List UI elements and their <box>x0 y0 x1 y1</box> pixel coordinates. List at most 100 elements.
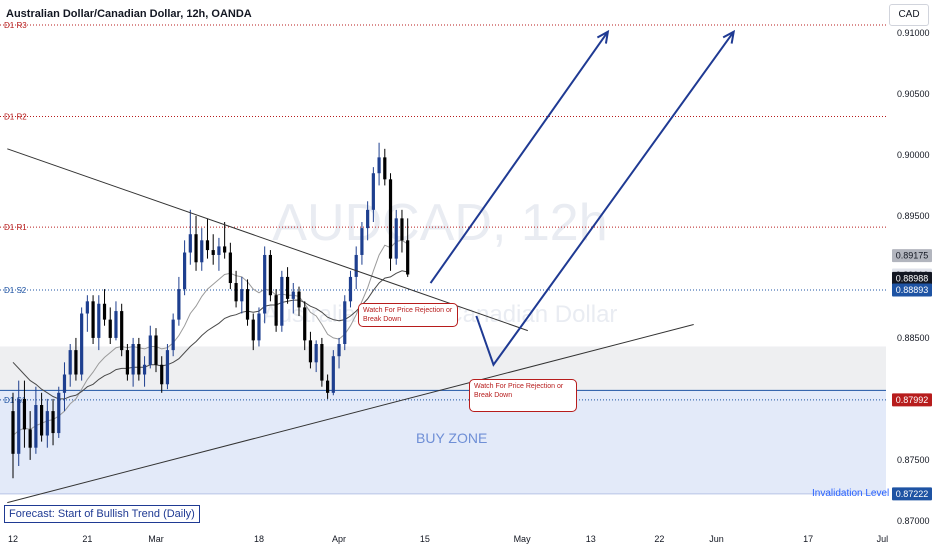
price-note-1[interactable]: Watch For Price Rejection or Break Down <box>358 303 458 327</box>
candle-24 <box>148 325 152 369</box>
candle-body-55 <box>326 380 330 393</box>
candle-45 <box>268 250 272 302</box>
candle-11 <box>74 337 78 381</box>
candle-64 <box>377 142 381 186</box>
price-marker-label-2: 0.88988 <box>896 273 929 283</box>
candle-body-61 <box>360 228 364 255</box>
x-tick-label-4: Apr <box>332 534 346 544</box>
x-tick-label-2: Mar <box>148 534 164 544</box>
candle-body-50 <box>297 291 301 308</box>
price-marker-2 <box>892 271 932 285</box>
candle-body-48 <box>285 276 290 299</box>
x-tick-label-9: Jun <box>709 534 724 544</box>
candle-body-1 <box>17 398 21 454</box>
candle-body-47 <box>280 276 284 326</box>
candle-69 <box>406 218 410 277</box>
candle-38 <box>228 242 232 290</box>
pivot-label-0: D1 R3 <box>4 21 27 30</box>
candle-body-10 <box>68 350 72 375</box>
candle-2 <box>22 380 27 448</box>
candle-0 <box>11 392 15 479</box>
candle-body-35 <box>211 250 215 255</box>
candle-body-57 <box>337 344 341 357</box>
candle-body-2 <box>22 398 27 430</box>
candle-body-21 <box>131 344 135 375</box>
candle-56 <box>331 350 335 396</box>
candle-body-54 <box>320 344 324 381</box>
candle-12 <box>80 307 84 381</box>
candle-65 <box>383 148 387 186</box>
candle-5 <box>40 392 44 442</box>
candle-25 <box>154 328 158 373</box>
candle-body-8 <box>57 392 61 434</box>
candle-body-23 <box>142 364 147 375</box>
candle-10 <box>68 344 72 387</box>
y-tick-label-1: 0.90500 <box>897 89 930 99</box>
candle-body-46 <box>274 295 278 326</box>
forecast-label[interactable]: Forecast: Start of Bullish Trend (Daily) <box>4 505 200 523</box>
candle-body-64 <box>377 157 381 174</box>
buy-zone <box>0 390 886 494</box>
price-note-2[interactable]: Watch For Price Rejection or Break Down <box>469 379 577 412</box>
candle-body-32 <box>194 234 198 263</box>
candle-61 <box>360 222 364 265</box>
candle-62 <box>366 201 370 241</box>
candle-body-42 <box>251 319 255 341</box>
candle-body-27 <box>165 350 170 385</box>
candle-body-17 <box>108 319 112 338</box>
candle-19 <box>120 303 124 357</box>
price-marker-label-4: 0.87992 <box>896 395 929 405</box>
candle-18 <box>114 301 118 341</box>
forecast-arrow-1 <box>475 31 735 367</box>
candle-66 <box>388 173 393 271</box>
candle-28 <box>171 313 175 357</box>
price-marker-0 <box>892 249 932 263</box>
candle-body-33 <box>200 240 204 263</box>
candle-body-20 <box>125 350 129 375</box>
price-marker-label-0: 0.89175 <box>896 251 929 261</box>
candle-body-4 <box>34 405 38 448</box>
candle-46 <box>274 289 278 332</box>
candle-15 <box>97 295 101 351</box>
candle-body-25 <box>154 335 158 365</box>
candle-body-0 <box>11 411 15 454</box>
candle-body-68 <box>400 218 404 241</box>
candle-34 <box>205 218 210 259</box>
y-tick-label-2: 0.90000 <box>897 150 930 160</box>
candle-body-62 <box>366 209 370 229</box>
y-tick-label-0: 0.91000 <box>897 28 930 38</box>
candle-body-59 <box>348 276 353 302</box>
candle-body-24 <box>148 335 152 365</box>
candle-50 <box>297 286 301 316</box>
candle-27 <box>165 344 170 390</box>
candle-22 <box>137 337 141 381</box>
candle-body-3 <box>28 429 32 448</box>
moving-average-0 <box>12 239 408 436</box>
candle-51 <box>303 301 307 351</box>
candle-body-15 <box>97 303 101 338</box>
candle-41 <box>245 279 250 326</box>
candle-body-19 <box>120 311 124 351</box>
candle-39 <box>234 270 238 308</box>
candle-44 <box>263 246 267 324</box>
candle-body-63 <box>371 173 375 210</box>
candle-49 <box>291 283 295 314</box>
trendline-1 <box>7 324 694 504</box>
x-tick-label-1: 21 <box>82 534 92 544</box>
candle-body-43 <box>257 313 261 341</box>
candle-63 <box>371 167 375 223</box>
price-marker-label-5: 0.87222 <box>896 489 929 499</box>
candle-body-40 <box>240 289 244 302</box>
candle-body-34 <box>205 240 210 251</box>
candle-4 <box>34 386 38 454</box>
candle-26 <box>160 356 164 393</box>
candle-body-38 <box>228 252 232 284</box>
x-tick-label-3: 18 <box>254 534 264 544</box>
x-tick-label-7: 13 <box>586 534 596 544</box>
candle-body-56 <box>331 356 335 393</box>
currency-selector[interactable]: CAD <box>889 4 929 26</box>
candle-68 <box>400 209 404 253</box>
x-tick-label-10: 17 <box>803 534 813 544</box>
